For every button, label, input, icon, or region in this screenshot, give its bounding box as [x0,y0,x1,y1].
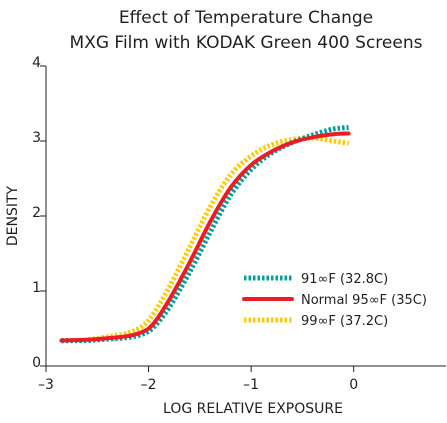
series-group [59,125,351,344]
x-tick-label: –3 [38,377,54,393]
y-axis-label: DENSITY [5,185,21,246]
x-tick-label: –1 [243,377,259,393]
x-tick-label: 0 [349,377,358,393]
y-tick-label: 3 [32,130,41,146]
chart-subtitle: MXG Film with KODAK Green 400 Screens [70,33,423,53]
x-axis-label: LOG RELATIVE EXPOSURE [163,401,343,417]
series-line-2 [61,135,349,344]
y-tick-label: 1 [32,280,41,296]
legend-label-1: Normal 95∞F (35C) [301,293,427,308]
series-line-1 [59,131,351,343]
legend-label-2: 99∞F (37.2C) [301,314,388,329]
x-tick-label: –2 [141,377,157,393]
ticks: –3 –2 –1 0 0 1 2 3 4 [32,55,358,393]
y-tick-label: 0 [32,355,41,371]
legend: 91∞F (32.8C) Normal 95∞F (35C) 99∞F (37.2C… [242,272,427,329]
legend-label-0: 91∞F (32.8C) [301,272,388,287]
y-tick-label: 4 [32,55,41,71]
chart-title: Effect of Temperature Change [119,8,373,28]
y-tick-label: 2 [32,205,41,221]
